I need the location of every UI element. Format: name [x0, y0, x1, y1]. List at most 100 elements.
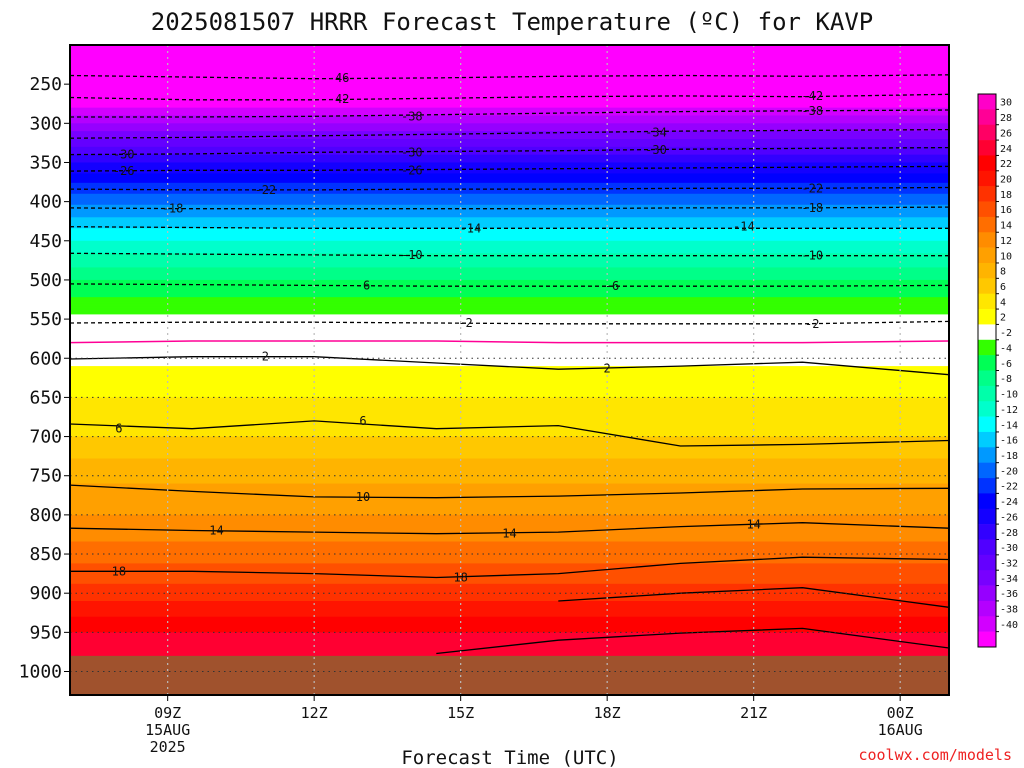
y-tick-label: 950	[29, 622, 62, 643]
colorbar-swatch	[978, 462, 996, 479]
colorbar-label: 30	[1000, 98, 1012, 109]
colorbar-swatch	[978, 170, 996, 187]
temperature-band	[70, 217, 949, 220]
temperature-band	[70, 49, 949, 52]
temperature-band	[70, 215, 949, 218]
temperature-band	[70, 142, 949, 145]
temperature-band	[70, 424, 949, 427]
temperature-band	[70, 613, 949, 616]
temperature-band	[70, 391, 949, 394]
temperature-band	[70, 488, 949, 491]
temperature-band	[70, 652, 949, 655]
temperature-band	[70, 593, 949, 596]
temperature-band	[70, 400, 949, 403]
y-tick-label: 700	[29, 427, 62, 448]
temperature-band	[70, 632, 949, 635]
temperature-band	[70, 527, 949, 530]
contour-line	[70, 206, 949, 210]
temperature-band	[70, 505, 949, 508]
temperature-band	[70, 350, 949, 353]
chart-title: 2025081507 HRRR Forecast Temperature (ºC…	[151, 8, 873, 36]
temperature-band	[70, 342, 949, 345]
temperature-band	[70, 471, 949, 474]
temperature-band	[70, 641, 949, 644]
temperature-band	[70, 259, 949, 262]
temperature-band	[70, 176, 949, 179]
temperature-band	[70, 566, 949, 569]
temperature-band	[70, 178, 949, 181]
temperature-band	[70, 290, 949, 294]
temperature-band	[70, 637, 949, 640]
temperature-band	[70, 87, 949, 90]
temperature-band	[70, 486, 949, 489]
colorbar-label: 8	[1000, 267, 1006, 278]
temperature-band	[70, 231, 949, 234]
temperature-band	[70, 616, 949, 619]
temperature-band	[70, 364, 949, 367]
contour-line	[558, 587, 949, 608]
temperature-band	[70, 370, 949, 373]
temperature-band	[70, 607, 949, 610]
temperature-band	[70, 256, 949, 259]
colorbar-swatch	[978, 570, 996, 586]
colorbar-swatch	[978, 324, 996, 341]
temperature-band	[70, 66, 949, 70]
contour-label: 6	[359, 414, 366, 428]
temperature-band	[70, 55, 949, 59]
temperature-band	[70, 602, 949, 605]
colorbar-swatch	[978, 416, 996, 433]
contour-label: 6	[115, 422, 122, 436]
temperature-band	[70, 597, 949, 601]
temperature-band	[70, 118, 949, 121]
temperature-band	[70, 300, 949, 303]
colorbar-swatch	[978, 216, 996, 233]
temperature-band	[70, 358, 949, 361]
contour-label: -18	[162, 202, 184, 216]
contour-label: -30	[113, 148, 135, 162]
temperature-band	[70, 649, 949, 652]
contour-label: 14	[746, 517, 760, 531]
temperature-band	[70, 262, 949, 265]
contour-label: 14	[502, 527, 516, 541]
temperature-band	[70, 70, 949, 73]
temperature-band	[70, 124, 949, 128]
temperature-bands	[70, 45, 949, 695]
credit-text: coolwx.com/models	[858, 746, 1012, 764]
contour-line	[70, 356, 949, 376]
temperature-band	[70, 120, 949, 123]
colorbar-swatch	[978, 447, 996, 463]
temperature-band	[70, 530, 949, 533]
temperature-band	[70, 308, 949, 311]
contour-label: -38	[801, 104, 823, 118]
temperature-band	[70, 54, 949, 57]
temperature-band	[70, 206, 949, 209]
contour-label: -22	[254, 183, 276, 197]
temperature-band	[70, 110, 949, 113]
y-tick-label: 500	[29, 270, 62, 291]
temperature-band	[70, 492, 949, 496]
temperature-band	[70, 389, 949, 392]
temperature-band	[70, 333, 949, 336]
temperature-band	[70, 605, 949, 608]
temperature-band	[70, 95, 949, 98]
temperature-band	[70, 126, 949, 129]
contour-label: -26	[113, 164, 135, 178]
temperature-band	[70, 615, 949, 618]
temperature-band	[70, 175, 949, 178]
temperature-band	[70, 192, 949, 195]
temperature-band	[70, 270, 949, 273]
temperature-band	[70, 502, 949, 505]
colorbar-swatch	[978, 524, 996, 540]
y-tick-label: 250	[29, 74, 62, 95]
colorbar-swatch	[978, 585, 996, 602]
temperature-band	[70, 107, 949, 110]
temperature-band	[70, 397, 949, 400]
temperature-band	[70, 460, 949, 463]
temperature-band	[70, 323, 949, 326]
temperature-band	[70, 618, 949, 621]
temperature-band	[70, 336, 949, 339]
temperature-band	[70, 104, 949, 107]
temperature-band	[70, 309, 949, 312]
temperature-band	[70, 171, 949, 175]
temperature-band	[70, 458, 949, 461]
